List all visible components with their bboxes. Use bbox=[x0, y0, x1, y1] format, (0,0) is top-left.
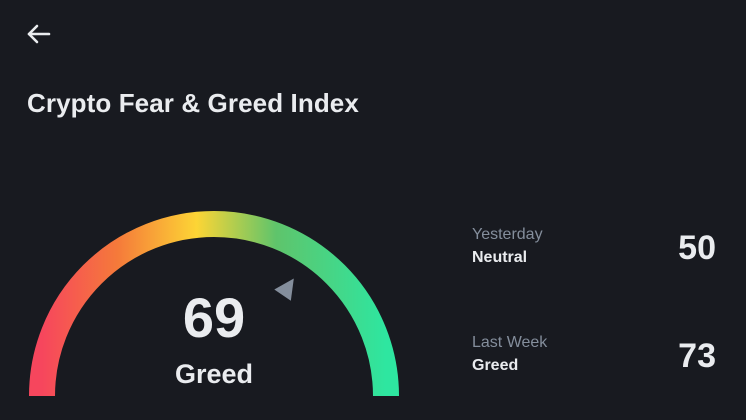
arrow-left-icon bbox=[27, 24, 51, 44]
gauge-value: 69 bbox=[182, 286, 246, 349]
fear-greed-gauge: 69 Greed bbox=[28, 208, 404, 398]
gauge-arc bbox=[29, 211, 399, 397]
history-sentiment-label: Neutral bbox=[472, 249, 528, 266]
gauge-graphic bbox=[29, 211, 399, 397]
history-score: 73 bbox=[678, 337, 716, 375]
page-title: Crypto Fear & Greed Index bbox=[27, 88, 359, 118]
triangle-pointer-icon bbox=[274, 278, 294, 301]
history-period-label: Yesterday bbox=[472, 226, 543, 243]
history-period-label: Last Week bbox=[472, 334, 548, 351]
gauge-sentiment-label: Greed bbox=[174, 359, 254, 389]
history-row-last-week: Last Week Greed 73 bbox=[472, 334, 716, 384]
back-button[interactable] bbox=[24, 20, 54, 48]
history-sentiment-label: Greed bbox=[472, 357, 519, 374]
history-score: 50 bbox=[678, 229, 716, 267]
history-row-yesterday: Yesterday Neutral 50 bbox=[472, 226, 716, 276]
